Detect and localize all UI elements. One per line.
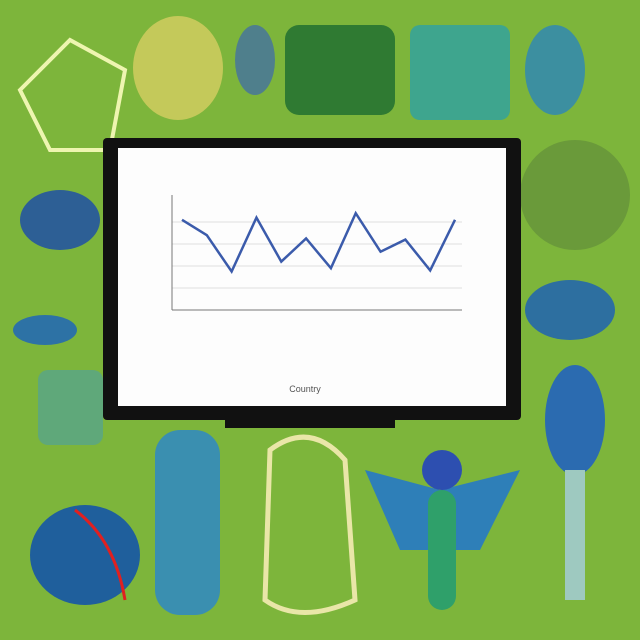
monitor-stand: [225, 418, 395, 428]
tissue: [285, 25, 395, 115]
data-line: [181, 210, 457, 275]
head: [422, 450, 462, 490]
screen: [118, 148, 506, 406]
grid: [172, 221, 462, 289]
tissue: [155, 430, 220, 615]
decorations: [13, 16, 630, 615]
body: [428, 490, 456, 610]
x-axis-label: Country: [289, 384, 321, 394]
leaf-outline: [17, 37, 128, 152]
vessel: [74, 508, 127, 601]
tissue: [38, 370, 103, 445]
muscle: [30, 505, 140, 605]
leaf: [545, 365, 605, 475]
organism: [525, 25, 585, 115]
cell: [525, 280, 615, 340]
cell-cluster: [520, 140, 630, 250]
network: [262, 434, 358, 615]
stem: [565, 470, 585, 600]
cell: [13, 315, 77, 345]
cell: [20, 190, 100, 250]
tissue: [410, 25, 510, 120]
cell: [235, 25, 275, 95]
leaf: [133, 16, 223, 120]
